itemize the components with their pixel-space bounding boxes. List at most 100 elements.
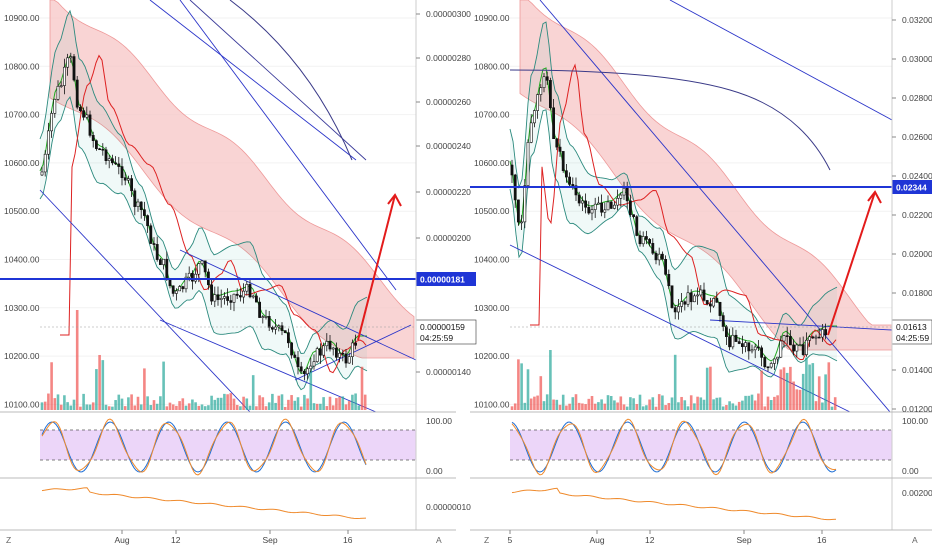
- volume-bar: [245, 398, 249, 410]
- volume-bar: [526, 369, 530, 410]
- candle-body: [798, 344, 802, 346]
- corner-a: A: [436, 535, 442, 545]
- level-label: 0.02344: [896, 183, 927, 193]
- volume-bar: [66, 402, 69, 410]
- volume-bar: [600, 399, 603, 410]
- volume-bar: [657, 394, 661, 410]
- candle-body: [111, 158, 114, 164]
- candle-body: [801, 344, 805, 355]
- volume-bar: [741, 400, 744, 410]
- volume-bar: [127, 397, 130, 410]
- right-price-tick: 0.02600: [902, 132, 932, 142]
- moving-average: [60, 54, 367, 374]
- candle-body: [692, 295, 696, 303]
- volume-bar: [47, 393, 50, 410]
- right-price-tick: 0.00000140: [426, 367, 471, 377]
- volume-bar: [629, 397, 632, 410]
- volume-bar: [705, 367, 709, 410]
- volume-bar: [517, 359, 520, 410]
- candle-body: [219, 297, 223, 300]
- candle-body: [302, 370, 306, 375]
- volume-bar: [654, 406, 658, 410]
- candle-body: [606, 201, 610, 211]
- volume-bar: [635, 404, 639, 410]
- price-label-box: [891, 319, 932, 345]
- left-price-tick: 10500.00: [4, 206, 40, 216]
- left-price-tick: 10900.00: [474, 13, 510, 23]
- volume-bar: [296, 397, 300, 410]
- volume-bar: [827, 362, 831, 410]
- candle-body: [277, 325, 281, 328]
- volume-bar: [581, 403, 584, 410]
- candle-body: [542, 76, 546, 88]
- volume-bar: [165, 406, 169, 410]
- left-ichimoku-cloud: [49, 0, 415, 359]
- candle-body: [203, 260, 207, 273]
- volume-bar: [111, 406, 114, 410]
- candle-body: [334, 347, 338, 358]
- right-price-tick: 0.01400: [902, 365, 932, 375]
- candle-body: [577, 194, 581, 204]
- candle-body: [526, 142, 530, 186]
- left-price-tick: 10800.00: [474, 61, 510, 71]
- left-trend-lines: [39, 0, 417, 413]
- candle-body: [232, 293, 236, 303]
- trend-line: [39, 189, 251, 413]
- volume-bar: [290, 395, 293, 410]
- right-price-tick: 0.02400: [902, 171, 932, 181]
- bb-lower: [39, 96, 368, 391]
- volume-bar: [577, 402, 581, 410]
- bottom-indicator-line: [41, 487, 367, 520]
- candle-body: [744, 342, 748, 347]
- candle-body: [306, 368, 310, 375]
- candle-body: [657, 253, 661, 261]
- volume-bar: [331, 405, 335, 410]
- volume-bar: [229, 393, 233, 410]
- volume-bar: [299, 406, 303, 410]
- candle-body: [72, 56, 76, 81]
- candle-body: [136, 201, 140, 207]
- trend-line: [189, 0, 367, 161]
- left-price-tick: 10800.00: [4, 61, 40, 71]
- volume-bar: [773, 396, 776, 410]
- candle-body: [46, 130, 50, 155]
- volume-bar: [120, 398, 124, 410]
- candle-body: [788, 336, 792, 346]
- volume-bar: [785, 372, 789, 410]
- candle-body: [539, 87, 543, 95]
- volume-bar: [258, 395, 261, 410]
- volume-bar: [242, 396, 245, 410]
- candle-body: [820, 329, 824, 338]
- volume-bar: [789, 366, 792, 410]
- volume-bar: [808, 364, 811, 410]
- volume-bar: [677, 402, 680, 410]
- kumo-cloud: [49, 0, 415, 359]
- bottom-tick: 0.00000010: [426, 502, 471, 512]
- candle-body: [191, 272, 194, 282]
- candle-body: [178, 286, 182, 292]
- candle-body: [226, 296, 230, 301]
- volume-bar: [239, 406, 242, 410]
- volume-bar: [619, 396, 623, 410]
- current-price-label: 0.00000159: [420, 322, 465, 332]
- candle-body: [66, 57, 70, 68]
- volume-bar: [43, 401, 47, 410]
- candle-body: [817, 336, 821, 339]
- volume-bar: [641, 406, 645, 410]
- volume-bar: [171, 404, 175, 410]
- volume-bar: [805, 357, 808, 410]
- volume-bar: [702, 399, 706, 410]
- volume-bar: [574, 394, 578, 410]
- candle-body: [731, 334, 735, 348]
- right-price-tick: 0.00000280: [426, 53, 471, 63]
- candle-body: [673, 307, 677, 313]
- volume-bar: [130, 394, 133, 410]
- candle-body: [785, 335, 789, 337]
- left-price-tick: 10300.00: [4, 303, 40, 313]
- candle-body: [152, 243, 156, 245]
- candle-body: [737, 341, 741, 344]
